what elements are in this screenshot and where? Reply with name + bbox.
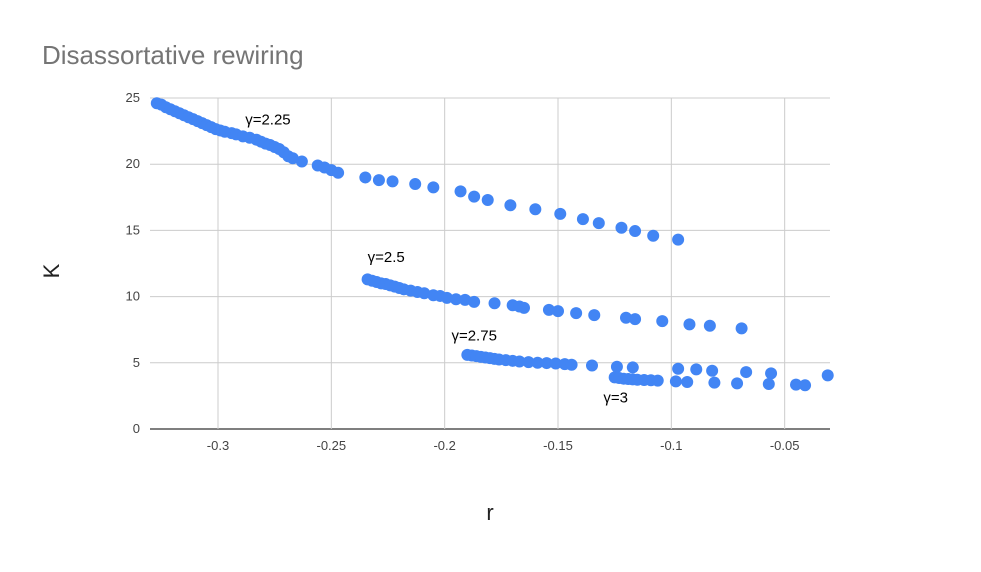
x-tick-label: -0.3 <box>207 438 229 453</box>
y-tick-label: 10 <box>126 289 140 304</box>
data-point <box>615 221 628 234</box>
y-tick-label: 25 <box>126 90 140 105</box>
data-point <box>454 185 467 198</box>
data-point <box>690 363 703 376</box>
data-point <box>540 357 553 370</box>
data-point <box>821 369 834 382</box>
data-point <box>286 152 299 165</box>
data-point <box>651 374 664 387</box>
data-point <box>610 360 623 373</box>
data-point <box>450 293 462 306</box>
data-points <box>150 97 834 392</box>
annotation-label: γ=2.5 <box>368 249 405 266</box>
data-point <box>735 322 748 335</box>
data-point <box>513 355 526 368</box>
data-point <box>799 379 812 392</box>
data-point <box>588 309 601 322</box>
x-tick-label: -0.05 <box>770 438 800 453</box>
y-tick-label: 0 <box>133 421 140 436</box>
x-axis-label: r <box>486 500 494 525</box>
data-point <box>488 297 501 310</box>
data-point <box>570 307 583 320</box>
annotation-label: γ=2.25 <box>245 111 290 128</box>
data-point <box>418 287 431 300</box>
x-tick-labels: -0.3 -0.25 -0.2 -0.15 -0.1 -0.05 <box>207 438 800 453</box>
data-point <box>703 319 716 332</box>
data-point <box>552 305 564 318</box>
data-point <box>481 193 494 206</box>
data-point <box>708 376 721 389</box>
data-point <box>565 358 578 371</box>
annotation-label: γ=3 <box>603 390 628 407</box>
data-point <box>731 377 744 390</box>
data-point <box>656 315 669 328</box>
data-point <box>576 213 589 226</box>
data-point <box>626 361 639 374</box>
data-point <box>518 301 530 314</box>
data-point <box>359 171 372 184</box>
y-tick-label: 15 <box>126 222 140 237</box>
data-point <box>468 190 481 203</box>
data-point <box>706 364 719 377</box>
data-point <box>762 377 775 390</box>
y-tick-label: 20 <box>126 156 140 171</box>
data-point <box>620 311 632 324</box>
data-point <box>592 217 605 230</box>
data-point <box>529 203 542 216</box>
data-point <box>647 229 660 242</box>
data-point <box>295 155 308 168</box>
data-point <box>409 178 422 191</box>
grid-lines <box>150 97 830 430</box>
data-point <box>586 359 598 372</box>
data-point <box>683 318 696 331</box>
x-tick-label: -0.1 <box>660 438 682 453</box>
annotation-label: γ=2.75 <box>451 327 496 344</box>
data-point <box>681 375 694 388</box>
data-point <box>549 357 562 370</box>
data-point <box>468 295 481 308</box>
x-tick-label: -0.2 <box>433 438 455 453</box>
data-point <box>765 367 778 380</box>
data-point <box>504 199 517 212</box>
annotations: γ=2.25 γ=2.5 γ=2.75 γ=3 <box>245 111 628 406</box>
x-tick-label: -0.15 <box>543 438 573 453</box>
data-point <box>531 356 544 369</box>
y-tick-labels: 0 5 10 15 20 25 <box>126 90 140 436</box>
data-point <box>554 207 567 220</box>
data-point <box>629 313 642 326</box>
data-point <box>542 303 555 316</box>
y-tick-label: 5 <box>133 355 140 370</box>
data-point <box>740 366 753 379</box>
data-point <box>459 293 472 306</box>
data-point <box>629 225 642 238</box>
data-point <box>427 181 440 194</box>
data-point <box>672 233 685 246</box>
data-point <box>669 375 682 388</box>
x-tick-label: -0.25 <box>317 438 347 453</box>
data-point <box>672 362 685 375</box>
data-point <box>386 175 399 188</box>
data-point <box>440 291 453 304</box>
data-point <box>372 174 385 187</box>
data-point <box>332 166 345 179</box>
data-point <box>790 378 802 391</box>
data-point <box>522 356 535 369</box>
chart-title: Disassortative rewiring <box>42 40 304 70</box>
